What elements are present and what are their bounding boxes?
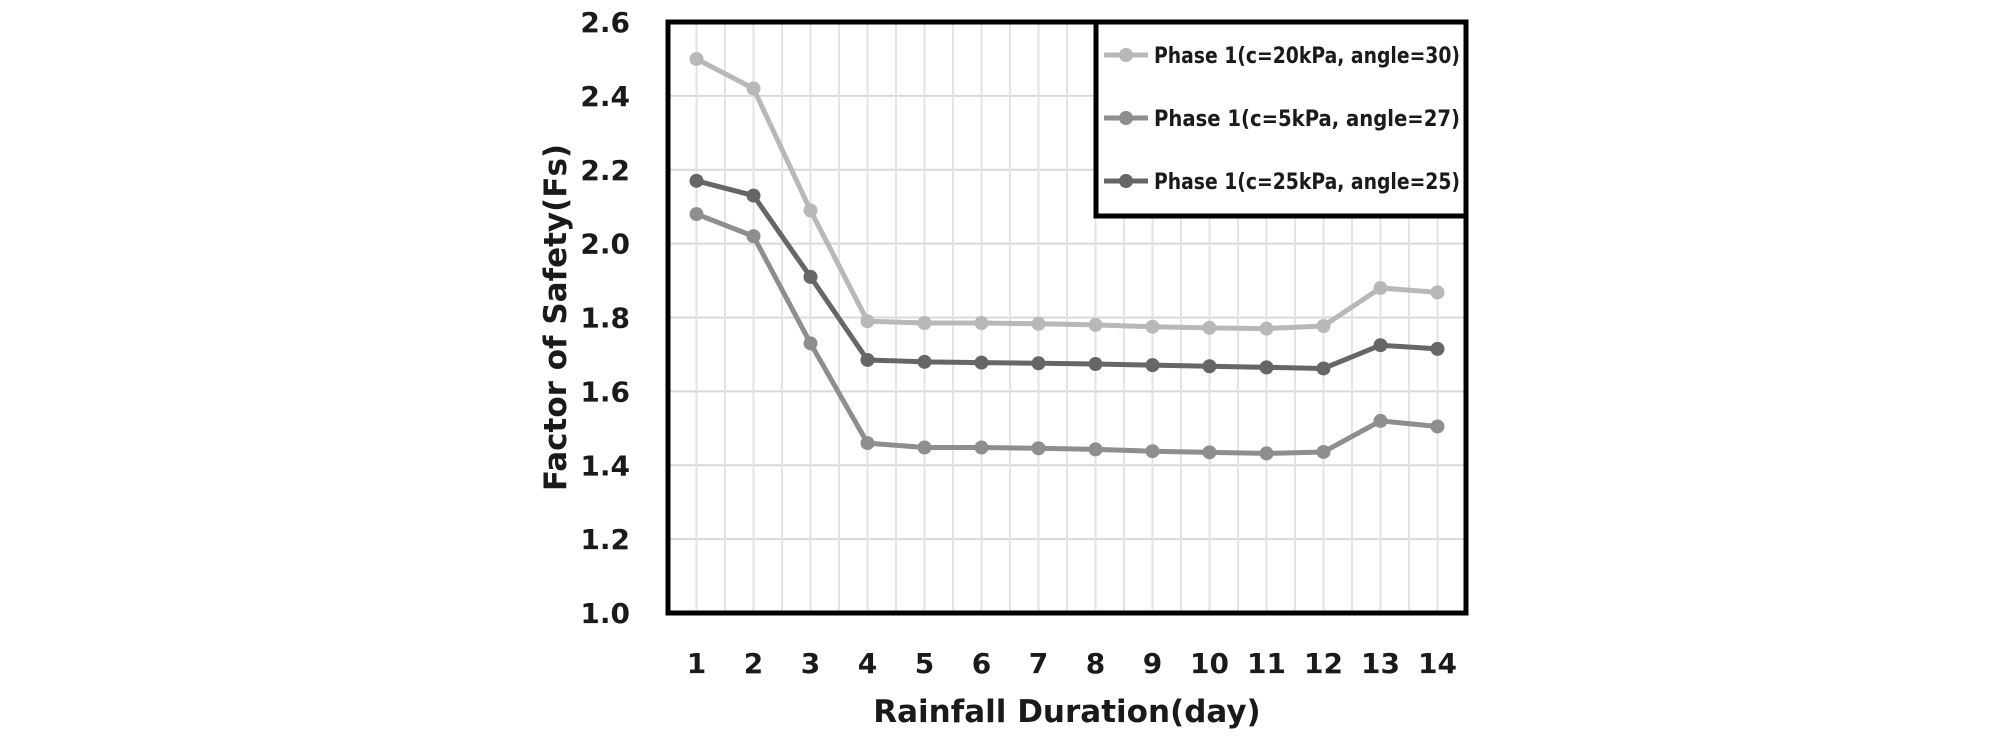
data-point <box>1031 316 1046 331</box>
x-tick-label: 13 <box>1361 647 1400 680</box>
x-tick-label: 2 <box>744 647 763 680</box>
data-point <box>974 355 989 370</box>
y-tick-label: 1.0 <box>580 597 630 630</box>
data-point <box>689 207 704 222</box>
data-point <box>1430 341 1445 356</box>
x-axis-title: Rainfall Duration(day) <box>873 694 1260 730</box>
legend-label: Phase 1(c=20kPa, angle=30) <box>1154 44 1460 69</box>
y-tick-labels: 1.0 1.2 1.4 1.6 1.8 2.0 2.2 2.4 2.6 <box>580 6 630 630</box>
data-point <box>1316 361 1331 376</box>
data-point <box>1373 413 1388 428</box>
data-point <box>1202 359 1217 374</box>
y-tick-label: 2.6 <box>580 6 630 39</box>
x-tick-labels: 1 2 3 4 5 6 7 8 9 10 11 12 13 14 <box>687 647 1457 680</box>
legend-label: Phase 1(c=25kPa, angle=25) <box>1154 170 1460 195</box>
data-point <box>974 316 989 331</box>
data-point <box>860 352 875 367</box>
data-point <box>917 316 932 331</box>
x-tick-label: 11 <box>1247 647 1286 680</box>
data-point <box>1259 321 1274 336</box>
data-point <box>1145 444 1160 459</box>
legend-box <box>1093 19 1469 219</box>
data-point <box>803 336 818 351</box>
data-point <box>1316 318 1331 333</box>
data-point <box>746 229 761 244</box>
legend-swatch-marker <box>1119 111 1133 125</box>
x-tick-label: 1 <box>687 647 706 680</box>
data-point <box>1145 319 1160 334</box>
x-tick-label: 5 <box>915 647 934 680</box>
x-tick-label: 9 <box>1143 647 1162 680</box>
x-tick-label: 12 <box>1304 647 1343 680</box>
legend-swatch-marker <box>1119 174 1133 188</box>
data-point <box>1088 317 1103 332</box>
legend-entry: Phase 1(c=20kPa, angle=30) <box>1104 44 1460 69</box>
data-point <box>974 440 989 455</box>
data-point <box>917 354 932 369</box>
data-point <box>1259 360 1274 375</box>
data-point <box>1145 358 1160 373</box>
x-tick-label: 6 <box>972 647 991 680</box>
x-tick-label: 10 <box>1190 647 1229 680</box>
data-point <box>1088 442 1103 457</box>
y-tick-label: 1.6 <box>580 375 630 408</box>
legend: Phase 1(c=20kPa, angle=30) Phase 1(c=5kPa… <box>1093 19 1469 219</box>
data-point <box>1031 356 1046 371</box>
data-point <box>689 173 704 188</box>
x-tick-label: 14 <box>1418 647 1457 680</box>
series-line <box>694 178 1440 371</box>
data-point <box>917 440 932 455</box>
data-point <box>1373 338 1388 353</box>
series-line <box>694 56 1440 332</box>
data-point <box>1031 441 1046 456</box>
data-point <box>860 314 875 329</box>
legend-entry: Phase 1(c=5kPa, angle=27) <box>1104 107 1460 132</box>
data-point <box>1259 446 1274 461</box>
data-point <box>1316 444 1331 459</box>
data-point <box>1430 285 1445 300</box>
legend-swatch-marker <box>1119 48 1133 62</box>
x-tick-label: 4 <box>858 647 877 680</box>
y-tick-label: 1.4 <box>580 449 630 482</box>
data-point <box>1088 357 1103 372</box>
y-tick-label: 2.0 <box>580 228 630 261</box>
data-point <box>1202 445 1217 460</box>
y-tick-label: 1.8 <box>580 302 630 335</box>
data-point <box>689 51 704 66</box>
series-line <box>694 211 1440 456</box>
data-point <box>1202 320 1217 335</box>
series-3 <box>689 173 1445 376</box>
x-tick-label: 8 <box>1086 647 1105 680</box>
series-1 <box>689 51 1445 336</box>
legend-entry: Phase 1(c=25kPa, angle=25) <box>1104 170 1460 195</box>
series-2 <box>689 207 1445 461</box>
y-tick-label: 1.2 <box>580 523 630 556</box>
x-tick-label: 3 <box>801 647 820 680</box>
x-tick-label: 7 <box>1029 647 1048 680</box>
data-point <box>803 269 818 284</box>
plot-frame <box>665 19 1469 616</box>
y-axis-title: Factor of Safety(Fs) <box>538 144 574 491</box>
data-point <box>746 81 761 96</box>
y-tick-label: 2.4 <box>580 80 630 113</box>
data-point <box>1430 419 1445 434</box>
data-point <box>860 436 875 451</box>
data-point <box>1373 280 1388 295</box>
legend-label: Phase 1(c=5kPa, angle=27) <box>1154 107 1460 132</box>
series-layer <box>689 51 1445 461</box>
data-point <box>746 188 761 203</box>
y-tick-label: 2.2 <box>580 154 630 187</box>
data-point <box>803 203 818 218</box>
